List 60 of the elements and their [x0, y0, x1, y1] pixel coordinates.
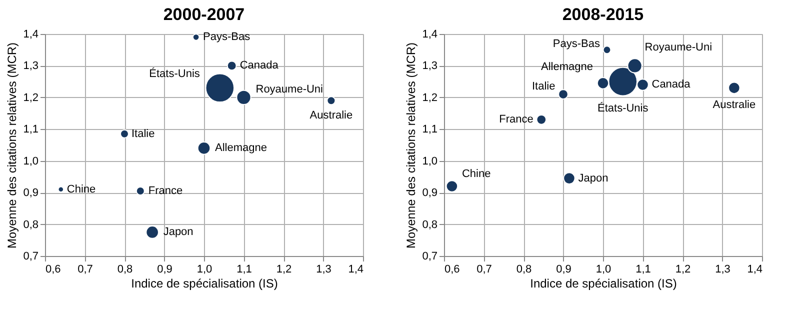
y-tick-label: 1,1	[422, 124, 438, 136]
series-label: Italie	[532, 80, 556, 92]
series-label: Japon	[578, 172, 608, 184]
x-tick-label: 1,4	[747, 264, 762, 276]
y-axis-title: Moyenne des citations relatives (MCR)	[404, 42, 418, 249]
x-tick-label: 0,7	[476, 264, 492, 276]
series-label: États-Unis	[598, 102, 649, 115]
x-tick-label: 1,3	[715, 264, 730, 276]
y-tick-label: 1,4	[23, 28, 38, 40]
series-label: France	[148, 184, 183, 197]
y-tick-label: 1,0	[23, 155, 38, 168]
series-label: Italie	[132, 128, 155, 140]
y-tick-label: 1,0	[422, 155, 438, 168]
series-label: Allemagne	[541, 61, 593, 74]
y-tick-label: 0,9	[23, 187, 38, 200]
chart-title: 2000-2007	[163, 5, 245, 24]
series-label: Pays-Bas	[552, 38, 600, 50]
y-tick-label: 1,3	[23, 60, 38, 72]
y-tick-label: 0,9	[422, 187, 438, 200]
series-label: Pays-Bas	[203, 31, 251, 44]
x-tick-label: 0,9	[556, 264, 572, 276]
x-tick-label: 1,1	[636, 264, 651, 276]
x-tick-label: 0,6	[46, 264, 61, 276]
y-tick-label: 1,1	[23, 124, 38, 136]
x-tick-label: 1,3	[316, 264, 332, 276]
series-label: Allemagne	[215, 142, 267, 154]
y-tick-label: 1,2	[422, 92, 438, 104]
series-label: Chine	[66, 183, 96, 196]
x-axis-title: Indice de spécialisation (IS)	[530, 276, 677, 290]
series-label: France	[499, 114, 534, 126]
y-tick-label: 1,4	[422, 28, 438, 40]
x-tick-label: 0,8	[117, 264, 133, 276]
chart-title: 2008-2015	[562, 5, 644, 24]
x-tick-label: 1,0	[196, 264, 212, 276]
x-tick-label: 0,6	[444, 264, 460, 276]
x-tick-label: 0,8	[516, 264, 532, 276]
series-label: États-Unis	[149, 66, 200, 80]
series-label: Canada	[652, 78, 692, 91]
x-tick-label: 1,1	[236, 264, 252, 276]
y-tick-label: 0,8	[422, 218, 438, 231]
x-tick-label: 1,4	[348, 264, 364, 276]
x-tick-label: 0,7	[78, 264, 93, 276]
x-tick-label: 1,2	[675, 264, 691, 276]
y-tick-label: 1,2	[23, 92, 38, 104]
series-label: Australie	[712, 98, 756, 111]
y-axis-title: Moyenne des citations relatives (MCR)	[5, 42, 20, 249]
y-tick-label: 0,7	[422, 250, 438, 262]
series-label: Canada	[240, 60, 280, 72]
y-tick-label: 0,7	[23, 250, 38, 262]
series-label: Chine	[462, 168, 491, 180]
x-tick-label: 1,2	[276, 264, 292, 276]
y-tick-label: 0,8	[23, 218, 38, 231]
x-tick-label: 0,9	[157, 264, 172, 276]
x-tick-label: 1,0	[596, 264, 612, 276]
x-axis-title: Indice de spécialisation (IS)	[131, 276, 278, 290]
series-label: Royaume-Uni	[256, 83, 323, 96]
series-label: Royaume-Uni	[644, 42, 712, 54]
y-tick-label: 1,3	[422, 60, 438, 72]
series-label: Australie	[310, 110, 353, 122]
series-label: Japon	[163, 226, 194, 238]
